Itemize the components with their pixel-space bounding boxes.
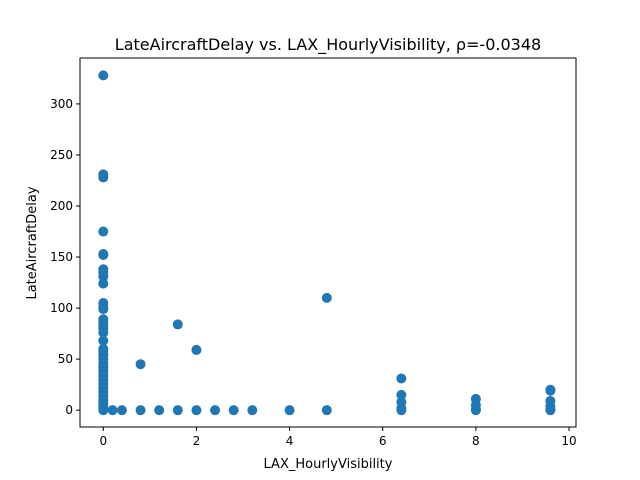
data-point <box>154 405 165 416</box>
data-point <box>321 405 332 416</box>
data-points <box>98 70 556 416</box>
data-point <box>135 405 146 416</box>
y-tick-label: 100 <box>50 301 73 315</box>
data-point <box>470 405 481 416</box>
data-point <box>98 304 109 315</box>
x-axis-label: LAX_HourlyVisibility <box>264 457 393 472</box>
data-point <box>98 226 109 237</box>
data-point <box>396 389 407 400</box>
x-tick-label: 10 <box>561 434 576 448</box>
y-tick-label: 250 <box>50 148 73 162</box>
data-point <box>98 278 109 289</box>
y-tick-label: 300 <box>50 97 73 111</box>
y-tick-label: 50 <box>58 352 73 366</box>
data-point <box>98 335 109 346</box>
y-tick-label: 0 <box>65 403 73 417</box>
data-point <box>98 250 109 260</box>
data-point <box>545 405 556 416</box>
data-point <box>172 405 183 416</box>
data-point <box>228 405 239 416</box>
data-point <box>98 70 109 81</box>
x-axis-ticks: 0 2 4 6 8 10 <box>99 427 577 448</box>
x-tick-label: 2 <box>193 434 201 448</box>
x-tick-label: 6 <box>379 434 387 448</box>
y-tick-label: 200 <box>50 199 73 213</box>
x-tick-label: 4 <box>286 434 294 448</box>
data-point <box>98 327 109 338</box>
y-axis-ticks: 0 50 100 150 200 250 300 <box>50 97 80 417</box>
data-point <box>116 405 127 416</box>
data-point <box>321 292 332 303</box>
data-point <box>191 405 202 416</box>
data-point <box>191 344 202 355</box>
y-axis-label: LateAircraftDelay <box>25 186 40 299</box>
data-point <box>284 405 295 416</box>
data-point <box>98 172 109 183</box>
data-point <box>210 405 221 416</box>
x-tick-label: 0 <box>99 434 107 448</box>
y-tick-label: 150 <box>50 250 73 264</box>
chart-title: LateAircraftDelay vs. LAX_HourlyVisibili… <box>115 35 541 55</box>
data-point <box>545 385 556 396</box>
data-point <box>135 359 146 370</box>
data-point <box>172 319 183 330</box>
data-point <box>107 405 118 416</box>
data-point <box>98 271 109 282</box>
data-point <box>98 405 109 416</box>
data-point <box>396 373 407 384</box>
x-tick-label: 8 <box>472 434 480 448</box>
plot-frame <box>79 57 577 428</box>
data-point <box>247 405 258 416</box>
data-point <box>396 405 407 416</box>
